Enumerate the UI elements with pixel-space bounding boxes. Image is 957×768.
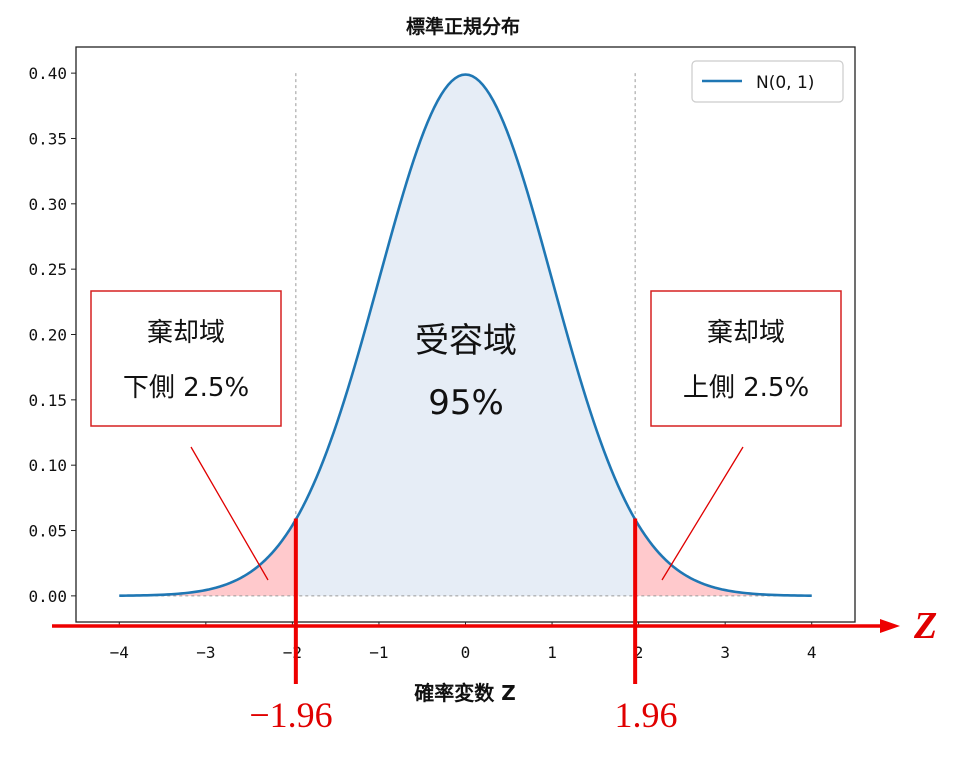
z-axis-label: Z <box>913 605 937 647</box>
upper-rejection-callout: 棄却域 上側 2.5% <box>650 290 842 581</box>
x-tick-label: 1 <box>547 643 557 662</box>
lower-rejection-title: 棄却域 <box>147 318 225 348</box>
x-tick-label: −4 <box>110 643 129 662</box>
legend-label: N(0, 1) <box>756 73 814 93</box>
x-tick-label: −2 <box>283 643 302 662</box>
y-tick-label: 0.05 <box>28 522 67 541</box>
x-axis-label: 確率変数 Z <box>414 681 515 705</box>
y-tick-label: 0.00 <box>28 587 67 606</box>
chart-title: 標準正規分布 <box>406 15 520 38</box>
acceptance-region-percent: 95% <box>428 383 504 423</box>
x-tick-label: −3 <box>196 643 215 662</box>
legend-box <box>691 60 844 103</box>
lower-callout-pointer <box>190 446 269 581</box>
upper-rejection-title: 棄却域 <box>707 318 785 348</box>
lower-rejection-callout: 棄却域 下側 2.5% <box>90 290 282 581</box>
z-axis-arrowhead <box>880 619 900 633</box>
y-tick-label: 0.20 <box>28 326 67 345</box>
acceptance-region <box>295 74 636 596</box>
y-tick-label: 0.10 <box>28 456 67 475</box>
x-axis-ticks: −4 −3 −2 −1 0 1 2 3 4 <box>110 622 817 662</box>
y-tick-label: 0.35 <box>28 129 67 148</box>
upper-rejection-percent: 上側 2.5% <box>683 373 809 403</box>
legend: N(0, 1) <box>691 60 844 103</box>
y-tick-label: 0.30 <box>28 195 67 214</box>
critical-value-lower-label: −1.96 <box>249 695 332 735</box>
y-tick-label: 0.40 <box>28 64 67 83</box>
critical-value-upper-label: 1.96 <box>615 695 678 735</box>
y-tick-label: 0.25 <box>28 260 67 279</box>
x-tick-label: 3 <box>720 643 730 662</box>
density-curve <box>119 73 812 597</box>
rejection-region-lower <box>119 519 296 596</box>
rejection-region-upper <box>635 519 812 596</box>
y-axis-ticks: 0.00 0.05 0.10 0.15 0.20 0.25 0.30 0.35 0.40 <box>28 64 76 606</box>
x-tick-label: −1 <box>369 643 388 662</box>
acceptance-region-title: 受容域 <box>415 321 517 361</box>
y-tick-label: 0.15 <box>28 391 67 410</box>
x-tick-label: 4 <box>807 643 817 662</box>
x-tick-label: 0 <box>461 643 471 662</box>
lower-rejection-box <box>90 290 282 427</box>
lower-rejection-percent: 下側 2.5% <box>123 373 249 403</box>
x-tick-label: 2 <box>634 643 644 662</box>
upper-callout-pointer <box>661 446 744 581</box>
upper-rejection-box <box>650 290 842 427</box>
